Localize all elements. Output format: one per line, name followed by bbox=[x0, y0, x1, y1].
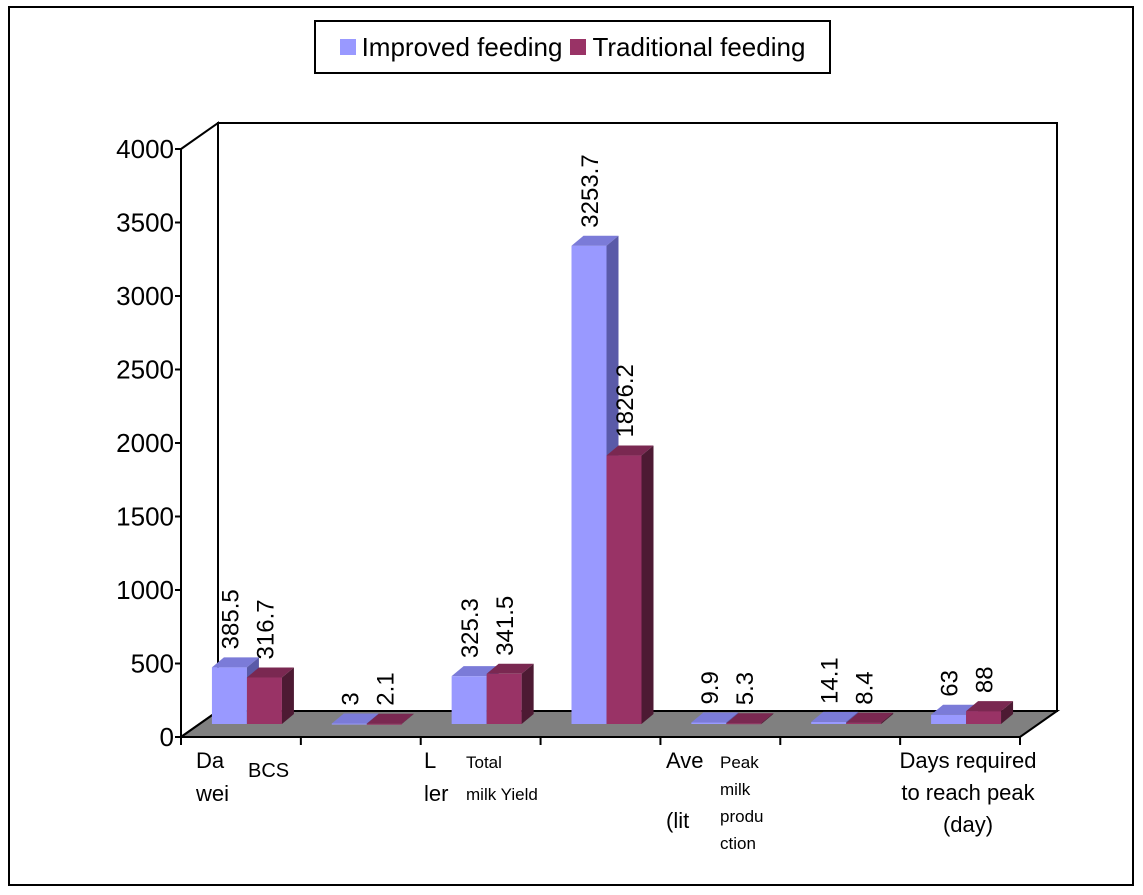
x-category-label: ler bbox=[424, 781, 448, 806]
plot-side-wall bbox=[180, 121, 219, 739]
bar-side bbox=[881, 712, 894, 724]
legend-item-improved: Improved feeding bbox=[339, 31, 563, 63]
bar-front bbox=[966, 711, 1002, 724]
bar-top bbox=[486, 663, 534, 674]
bar-top bbox=[726, 713, 774, 724]
bar-side bbox=[1001, 701, 1014, 724]
legend-swatch-improved bbox=[339, 39, 356, 55]
bar-top bbox=[331, 713, 379, 724]
data-label: 316.7 bbox=[252, 599, 279, 659]
bar-front bbox=[691, 722, 727, 724]
y-tick-label: 500 bbox=[131, 649, 174, 679]
x-category-label: Ave bbox=[666, 748, 704, 773]
data-label: 1826.2 bbox=[612, 364, 639, 437]
x-category-label: (day) bbox=[943, 812, 993, 837]
bar-side bbox=[641, 445, 654, 724]
data-label: 3 bbox=[337, 692, 364, 705]
x-category-label: L bbox=[424, 748, 436, 773]
bar-front bbox=[246, 677, 282, 724]
y-tick-label: 0 bbox=[160, 722, 174, 752]
y-tick-label: 4000 bbox=[116, 134, 174, 164]
legend-label-traditional: Traditional feeding bbox=[592, 31, 806, 62]
bar-front bbox=[931, 714, 967, 724]
bar-side bbox=[281, 667, 294, 724]
data-label: 5.3 bbox=[732, 672, 759, 705]
data-label: 385.5 bbox=[217, 589, 244, 649]
bar-front bbox=[451, 676, 487, 724]
bar-top bbox=[211, 657, 259, 668]
y-tick-label: 3500 bbox=[116, 208, 174, 238]
bar-front bbox=[811, 721, 847, 724]
data-label: 325.3 bbox=[457, 598, 484, 658]
x-category-label: Peak bbox=[720, 753, 759, 772]
data-label: 8.4 bbox=[852, 671, 879, 704]
bar-front bbox=[366, 723, 402, 725]
bar-top bbox=[246, 667, 294, 678]
bar-side bbox=[761, 713, 774, 724]
y-tick-label: 3000 bbox=[116, 281, 174, 311]
bar-front bbox=[211, 667, 247, 724]
legend-label-improved: Improved feeding bbox=[361, 31, 563, 62]
data-label: 88 bbox=[972, 666, 999, 693]
x-category-label: wei bbox=[195, 781, 229, 806]
legend-item-traditional: Traditional feeding bbox=[570, 32, 805, 63]
x-category-label: milk Yield bbox=[466, 785, 538, 804]
bar-top bbox=[606, 445, 654, 456]
bar-front bbox=[486, 673, 522, 724]
data-label: 341.5 bbox=[492, 596, 519, 656]
data-label: 63 bbox=[937, 670, 964, 697]
bar-front bbox=[606, 455, 642, 724]
x-category-label: Total bbox=[466, 753, 502, 772]
x-category-label: produ bbox=[720, 807, 763, 826]
y-tick-label: 1500 bbox=[116, 502, 174, 532]
chart-legend: Improved feeding Traditional feeding bbox=[314, 20, 831, 74]
bar-front bbox=[726, 723, 762, 725]
bar-top bbox=[366, 713, 414, 724]
bar-top bbox=[811, 711, 859, 722]
data-label: 2.1 bbox=[372, 672, 399, 705]
data-label: 14.1 bbox=[817, 657, 844, 704]
bar-top bbox=[966, 701, 1014, 712]
y-tick-label: 2500 bbox=[116, 355, 174, 385]
x-category-label: milk bbox=[720, 780, 751, 799]
x-category-label: (lit bbox=[666, 808, 689, 833]
bar-front bbox=[331, 723, 367, 725]
bar-top bbox=[846, 712, 894, 723]
bar-top bbox=[571, 235, 619, 246]
bar-side bbox=[521, 663, 534, 724]
legend-swatch-traditional bbox=[570, 39, 587, 55]
data-label: 3253.7 bbox=[577, 154, 604, 227]
x-category-label: ction bbox=[720, 834, 756, 853]
bar-top bbox=[691, 712, 739, 723]
y-tick-label: 1000 bbox=[116, 575, 174, 605]
x-category-label: Da bbox=[196, 748, 225, 773]
y-tick-label: 2000 bbox=[116, 428, 174, 458]
x-category-label: BCS bbox=[248, 760, 289, 782]
data-label: 9.9 bbox=[697, 671, 724, 704]
bar-side bbox=[401, 713, 414, 724]
x-category-label: to reach peak bbox=[901, 780, 1035, 805]
x-category-label: Days required bbox=[900, 748, 1037, 773]
bar-front bbox=[846, 722, 882, 724]
bar-front bbox=[571, 245, 607, 724]
